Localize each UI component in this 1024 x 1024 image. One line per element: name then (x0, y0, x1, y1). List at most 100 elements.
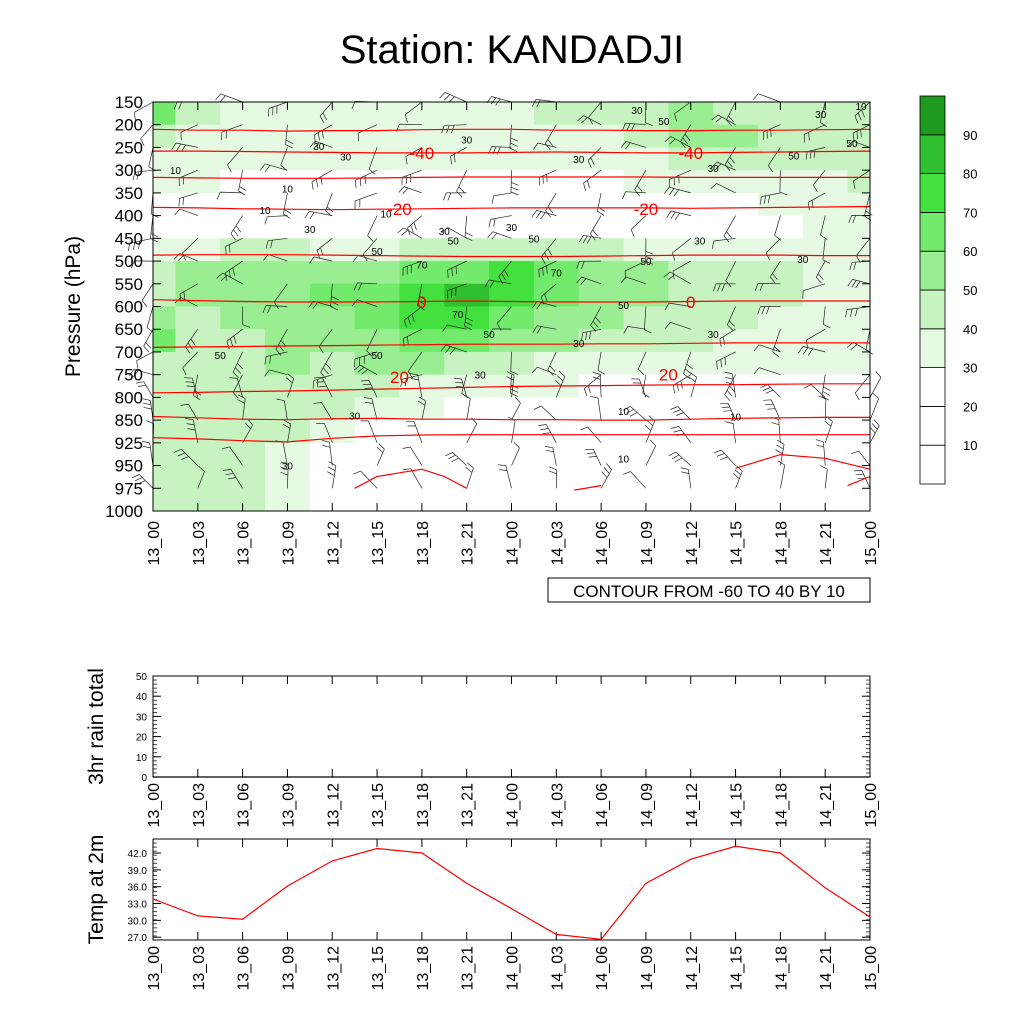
wind-barb (262, 305, 288, 314)
temp-panel-point (286, 885, 289, 887)
x-tick-label: 14_15 (729, 946, 746, 991)
shading-cell (309, 397, 356, 421)
x-tick-label: 14_03 (549, 521, 566, 566)
shading-cell (153, 442, 176, 467)
wind-barb (311, 169, 333, 190)
temp-panel-point (242, 918, 244, 920)
x-tick-label: 14_00 (505, 521, 522, 566)
wind-barb (447, 283, 467, 299)
wind-barb (820, 215, 828, 240)
shading-cell (668, 374, 714, 398)
y-tick-label: 30 (136, 712, 148, 723)
shading-cell (847, 124, 871, 148)
shading-cell (533, 442, 580, 467)
y-tick-label: 850 (115, 411, 143, 430)
temp-panel-point (690, 858, 692, 860)
wind-barb (802, 283, 826, 299)
wind-barb (672, 238, 692, 261)
shading-cell (489, 283, 535, 307)
colorbar-box (919, 367, 946, 407)
shading-cell (354, 102, 400, 126)
wind-barb (242, 306, 251, 328)
y-tick-label: 925 (115, 434, 143, 453)
shading-cell (354, 442, 400, 467)
wind-barb (663, 271, 691, 285)
temperature-contour-line (152, 176, 870, 179)
x-tick-label: 13_03 (191, 521, 208, 566)
wind-barb (711, 237, 736, 249)
shading-cell (578, 465, 625, 489)
shading-cell (802, 374, 849, 398)
shading-cell (265, 147, 311, 171)
shading-cell (578, 488, 625, 512)
shading-cell (489, 192, 535, 217)
wind-barb (538, 260, 557, 278)
wind-barb (352, 255, 378, 263)
wind-barb (664, 302, 691, 311)
shading-cell (533, 102, 580, 126)
shading-cell (220, 170, 266, 194)
shading-cell (623, 420, 669, 444)
wind-barb (854, 101, 871, 124)
wind-barb (540, 238, 557, 264)
wind-barb (670, 406, 692, 421)
shading-cell (847, 351, 871, 376)
shading-cell (757, 488, 804, 512)
shading-cell (578, 306, 625, 330)
shading-cell (757, 215, 804, 239)
x-tick-label: 13_00 (146, 946, 163, 991)
x-tick-label: 14_12 (684, 783, 701, 828)
wind-barb (225, 237, 243, 255)
shading-cell (802, 192, 849, 217)
shading-cell (578, 238, 625, 262)
shading-cell (802, 102, 849, 126)
shading-cell (847, 192, 871, 217)
shading-cell (399, 192, 445, 217)
shading-cell (309, 442, 356, 467)
shading-cell (354, 147, 400, 171)
shading-cell (153, 170, 176, 194)
wind-barb (259, 163, 288, 172)
wind-barb (577, 115, 602, 126)
shading-cell (533, 238, 580, 262)
colorbar: 10 20 30 40 50 60 70 80 90 (919, 95, 977, 485)
shading-cell (578, 442, 625, 467)
x-tick-label: 14_03 (549, 946, 566, 991)
y-tick-label: 39.0 (128, 866, 148, 877)
contour-label: 50 (484, 330, 496, 341)
wind-barb (726, 306, 736, 331)
shading-cell (153, 351, 176, 376)
temperature-contour-label: 20 (390, 368, 409, 387)
shading-cell (802, 442, 849, 467)
shading-cell (309, 488, 356, 512)
wind-barb (767, 147, 781, 173)
shading-cell (220, 488, 266, 512)
shading-cell (713, 442, 759, 467)
shading-cell (444, 170, 490, 194)
shading-cell (757, 351, 804, 376)
y-tick-label: 600 (115, 298, 143, 317)
shading-cell (533, 283, 580, 307)
wind-barb (644, 306, 652, 334)
shading-cell (757, 124, 804, 148)
wind-barb (185, 418, 199, 443)
shading-cell (802, 420, 849, 444)
shading-cell (623, 124, 669, 148)
wind-barb (403, 306, 423, 328)
x-tick-label: 13_21 (460, 521, 477, 566)
temperature-contour-label: -20 (387, 200, 412, 219)
contour-label: 30 (313, 142, 325, 153)
shading-cell (399, 215, 445, 239)
wind-barb (765, 238, 781, 261)
wind-barb (770, 260, 781, 284)
shading-cell (578, 397, 625, 421)
rain-panel-point (466, 776, 468, 778)
shading-cell (847, 261, 871, 285)
shading-layer (153, 102, 871, 512)
shading-cell (354, 261, 400, 285)
wind-barb (672, 374, 691, 394)
wind-barb (805, 147, 826, 160)
shading-cell (578, 329, 625, 353)
wind-barb (779, 170, 788, 196)
wind-barb (683, 351, 694, 379)
